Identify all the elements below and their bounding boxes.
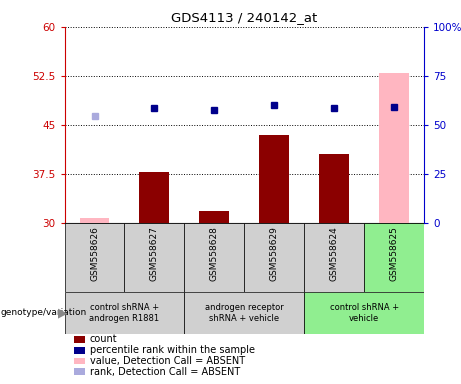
Bar: [65, 223, 124, 292]
Text: GSM558625: GSM558625: [390, 226, 399, 281]
Text: genotype/variation: genotype/variation: [1, 308, 87, 318]
Bar: [139, 172, 170, 223]
Bar: [65, 292, 184, 334]
Text: control shRNA +
androgen R1881: control shRNA + androgen R1881: [89, 303, 160, 323]
Text: GSM558627: GSM558627: [150, 226, 159, 281]
Bar: [184, 223, 244, 292]
Text: count: count: [90, 334, 118, 344]
Text: value, Detection Call = ABSENT: value, Detection Call = ABSENT: [90, 356, 245, 366]
Bar: [80, 218, 110, 223]
Bar: [319, 154, 349, 223]
Bar: [184, 292, 304, 334]
Bar: [379, 73, 409, 223]
Text: percentile rank within the sample: percentile rank within the sample: [90, 345, 255, 355]
Bar: [364, 223, 424, 292]
Text: GSM558628: GSM558628: [210, 226, 219, 281]
Bar: [199, 211, 229, 223]
Text: GSM558624: GSM558624: [330, 226, 339, 281]
Bar: [304, 223, 364, 292]
Text: control shRNA +
vehicle: control shRNA + vehicle: [330, 303, 399, 323]
Bar: [304, 292, 424, 334]
Bar: [244, 223, 304, 292]
Text: androgen receptor
shRNA + vehicle: androgen receptor shRNA + vehicle: [205, 303, 284, 323]
Title: GDS4113 / 240142_at: GDS4113 / 240142_at: [171, 11, 318, 24]
Bar: [259, 135, 289, 223]
Text: GSM558626: GSM558626: [90, 226, 99, 281]
Bar: [124, 223, 184, 292]
Text: ▶: ▶: [58, 306, 67, 319]
Text: GSM558629: GSM558629: [270, 226, 279, 281]
Text: rank, Detection Call = ABSENT: rank, Detection Call = ABSENT: [90, 367, 240, 377]
